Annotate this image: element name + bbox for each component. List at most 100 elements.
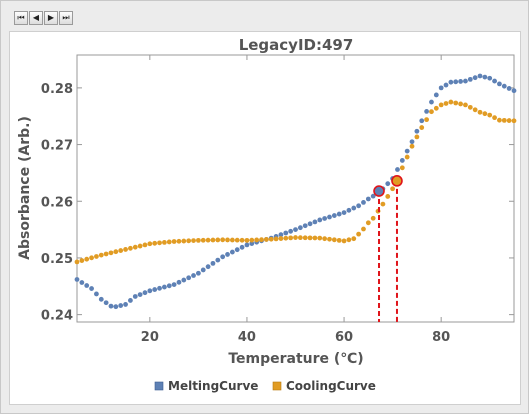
data-point [438,102,444,108]
data-point [239,244,245,250]
chart-panel: LegacyID:497 0.24 0.25 0.26 0.27 0.28 20 40 60… [9,31,521,405]
data-point [84,256,90,262]
data-point [463,78,468,84]
data-point [385,181,391,187]
legend: MeltingCurve CoolingCurve [154,379,376,393]
next-button[interactable]: ▶ [44,11,58,25]
legend-label-melting: MeltingCurve [168,379,258,393]
x-tick-label: 40 [238,330,256,345]
data-point [351,205,357,211]
data-point [322,236,328,242]
data-point [118,303,124,308]
data-point [297,235,303,241]
last-button[interactable]: ⏭ [59,11,73,25]
data-point [103,251,109,257]
data-point [123,302,128,307]
y-tick-label: 0.25 [41,252,73,267]
data-point [351,236,357,242]
data-point [307,221,313,227]
x-tick-label: 20 [141,330,159,345]
data-point [176,279,182,285]
data-point [210,260,216,266]
plot-frame [76,54,515,323]
data-point [346,237,352,243]
data-point [229,249,235,255]
data-point [181,238,187,244]
data-point [147,241,153,247]
prev-button[interactable]: ◀ [29,11,43,25]
data-point [385,194,391,199]
data-point [501,117,507,123]
data-point [142,242,148,248]
legend-swatch-cooling [272,381,282,391]
data-point [317,217,323,223]
data-point [370,193,376,199]
data-point [419,118,425,124]
data-point [195,237,201,243]
data-point [171,282,177,287]
data-point [215,237,221,243]
marker-layer [373,175,403,322]
data-point [390,186,396,192]
x-tick-label: 60 [335,330,353,345]
data-point [365,220,371,226]
data-point [404,148,410,154]
data-point [424,109,429,114]
data-point [118,248,124,253]
data-point [254,237,260,243]
first-button[interactable]: ⏮ [14,11,28,25]
data-point [443,101,449,106]
data-point [152,287,158,292]
y-tick-label: 0.27 [41,139,73,154]
data-point [322,216,328,221]
legend-label-cooling: CoolingCurve [286,379,376,393]
data-point [225,237,230,243]
data-point [200,237,206,243]
data-point [215,257,221,263]
data-point [288,228,294,234]
data-point [74,259,80,265]
data-point [501,83,507,89]
y-tick-label: 0.28 [41,82,73,97]
data-point [492,78,497,84]
navigation-toolbar: ⏮ ◀ ▶ ⏭ [14,11,74,27]
highlight-marker[interactable] [391,175,403,187]
data-point [472,75,478,81]
data-point [176,238,182,244]
data-point [433,105,439,111]
data-point [429,99,434,105]
data-point [458,101,463,107]
data-point [370,215,376,221]
data-point [249,237,255,243]
data-point [113,304,119,310]
data-point [162,240,167,245]
data-point [84,283,90,288]
data-point [98,252,104,258]
data-point [259,237,264,243]
data-point [152,240,158,246]
data-point [200,267,206,273]
data-point [399,165,405,171]
chart-svg: LegacyID:497 0.24 0.25 0.26 0.27 0.28 20 40 60… [17,36,517,393]
data-point [356,231,362,237]
data-point [195,270,201,276]
data-point [123,247,128,252]
data-point [244,242,250,248]
data-point [497,81,502,87]
data-point [443,82,449,88]
data-point [424,117,429,123]
data-point [181,277,187,283]
data-point [132,294,138,299]
data-point [293,227,298,233]
data-point [506,86,512,91]
x-axis: 20 40 60 80 [141,55,450,345]
highlight-marker[interactable] [373,185,385,197]
data-point [225,252,230,257]
data-point [283,230,289,236]
data-point [94,291,99,297]
series-CoolingCurve [74,99,517,265]
data-point [98,296,104,302]
data-point [429,109,434,115]
data-point [94,254,99,259]
